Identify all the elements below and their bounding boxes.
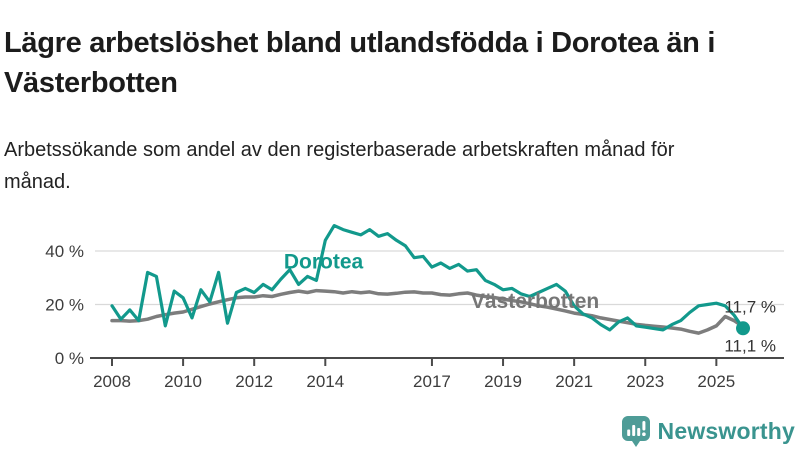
- x-tick-label: 2008: [93, 372, 131, 391]
- x-tick-label: 2023: [626, 372, 664, 391]
- brand-footer: Newsworthy: [621, 415, 795, 447]
- x-tick-label: 2025: [697, 372, 735, 391]
- y-tick-label: 40 %: [45, 242, 84, 261]
- series-line-dorotea: [110, 224, 745, 332]
- end-value-label-västerbotten: 11,7 %: [724, 298, 776, 317]
- series-label-västerbotten: Västerbotten: [471, 290, 599, 313]
- brand-name: Newsworthy: [657, 417, 795, 444]
- newsworthy-logo-icon: [621, 416, 650, 447]
- series-end-dot-dorotea: [736, 321, 751, 336]
- y-tick-label: 0 %: [55, 349, 84, 368]
- y-tick-label: 20 %: [45, 296, 84, 315]
- x-tick-label: 2017: [413, 372, 451, 391]
- page-title: Lägre arbetslöshet bland utlandsfödda i …: [4, 27, 716, 100]
- x-tick-label: 2019: [484, 372, 522, 391]
- series-line-västerbotten: [110, 288, 745, 335]
- end-value-label-dorotea: 11,1 %: [724, 336, 776, 355]
- x-tick-label: 2012: [235, 372, 273, 391]
- x-tick-label: 2021: [555, 372, 593, 391]
- x-tick-label: 2010: [164, 372, 202, 391]
- x-tick-label: 2014: [306, 372, 344, 391]
- series-label-dorotea: Dorotea: [284, 251, 364, 274]
- chart-subtitle: Arbetssökande som andel av den registerb…: [4, 139, 675, 193]
